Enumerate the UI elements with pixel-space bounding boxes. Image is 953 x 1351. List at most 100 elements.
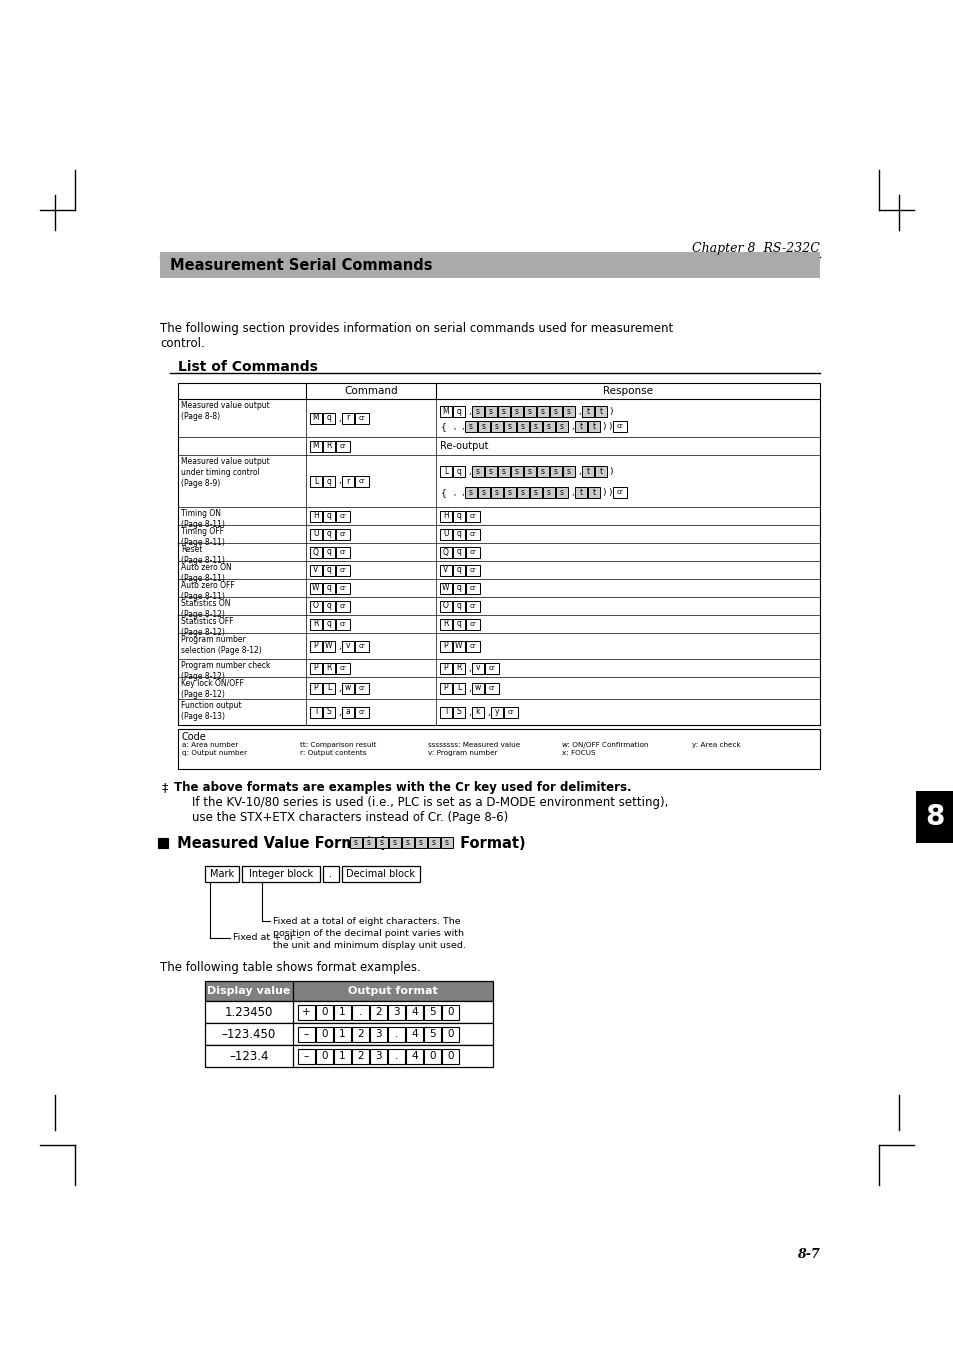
Text: H: H bbox=[313, 512, 318, 520]
Bar bbox=[158, 838, 168, 848]
Bar bbox=[341, 412, 354, 423]
Bar bbox=[595, 405, 606, 416]
Text: cr: cr bbox=[488, 665, 495, 671]
Text: s: s bbox=[367, 838, 371, 847]
Bar bbox=[439, 565, 452, 576]
Text: O: O bbox=[313, 601, 318, 611]
Text: 0: 0 bbox=[321, 1029, 328, 1039]
Text: q: q bbox=[326, 477, 331, 485]
Text: 8: 8 bbox=[924, 802, 943, 831]
Text: Decimal block: Decimal block bbox=[346, 869, 416, 880]
Text: Re-output: Re-output bbox=[439, 440, 488, 451]
Bar bbox=[423, 1005, 440, 1020]
Text: s: s bbox=[554, 407, 558, 416]
Bar bbox=[465, 565, 479, 576]
Text: 8-7: 8-7 bbox=[797, 1248, 820, 1260]
Text: s: s bbox=[476, 407, 479, 416]
Text: ,: , bbox=[337, 708, 340, 716]
Text: s: s bbox=[481, 488, 485, 497]
Text: –123.450: –123.450 bbox=[222, 1028, 275, 1040]
Text: s: s bbox=[546, 488, 551, 497]
Text: t: t bbox=[578, 488, 582, 497]
Text: –: – bbox=[304, 1051, 309, 1061]
Text: a: a bbox=[345, 708, 350, 716]
Text: q: q bbox=[326, 584, 331, 593]
Text: tt: Comparison result
r: Output contents: tt: Comparison result r: Output contents bbox=[299, 742, 376, 757]
Bar bbox=[453, 707, 464, 717]
Text: The following section provides information on serial commands used for measureme: The following section provides informati… bbox=[160, 322, 673, 350]
Text: Timing ON
(Page 8-11): Timing ON (Page 8-11) bbox=[181, 509, 225, 530]
Bar bbox=[497, 405, 510, 416]
Text: s: s bbox=[559, 488, 563, 497]
Text: q: q bbox=[456, 530, 461, 539]
Text: Auto zero ON
(Page 8-11): Auto zero ON (Page 8-11) bbox=[181, 563, 232, 584]
Bar bbox=[441, 1027, 458, 1042]
Bar bbox=[310, 476, 322, 486]
Text: W: W bbox=[442, 584, 449, 593]
Bar bbox=[530, 422, 541, 432]
Bar bbox=[439, 405, 452, 416]
Bar bbox=[178, 659, 820, 677]
Text: R: R bbox=[313, 620, 318, 628]
Text: +: + bbox=[302, 1006, 311, 1017]
Bar bbox=[453, 405, 464, 416]
Text: cr: cr bbox=[358, 415, 365, 422]
Bar bbox=[205, 866, 239, 882]
Text: 0: 0 bbox=[447, 1006, 454, 1017]
Bar bbox=[472, 707, 483, 717]
Text: t: t bbox=[578, 422, 582, 431]
Text: ,: , bbox=[468, 407, 470, 416]
Bar bbox=[415, 838, 427, 848]
Bar bbox=[323, 600, 335, 612]
Text: S: S bbox=[326, 708, 331, 716]
Text: ,: , bbox=[571, 422, 573, 431]
Bar bbox=[352, 1048, 369, 1063]
Bar bbox=[587, 422, 599, 432]
Text: t: t bbox=[598, 467, 602, 476]
Bar bbox=[388, 1027, 405, 1042]
Text: 1: 1 bbox=[339, 1006, 345, 1017]
Text: s: s bbox=[481, 422, 485, 431]
Text: ): ) bbox=[607, 422, 611, 431]
Bar bbox=[323, 511, 335, 521]
Bar bbox=[315, 1005, 333, 1020]
Text: L: L bbox=[327, 684, 331, 693]
Bar bbox=[334, 1048, 351, 1063]
Text: k: k bbox=[476, 708, 479, 716]
Bar bbox=[178, 507, 820, 526]
Bar bbox=[323, 476, 335, 486]
Bar bbox=[465, 640, 479, 651]
Text: s: s bbox=[559, 422, 563, 431]
Text: s: s bbox=[534, 488, 537, 497]
Bar bbox=[453, 565, 464, 576]
Text: s: s bbox=[469, 488, 473, 497]
Text: s: s bbox=[554, 467, 558, 476]
Text: 5: 5 bbox=[429, 1006, 436, 1017]
Text: cr: cr bbox=[339, 513, 346, 519]
Bar bbox=[310, 640, 322, 651]
Text: cr: cr bbox=[507, 709, 514, 715]
Bar bbox=[472, 466, 483, 477]
Text: ,: , bbox=[337, 684, 340, 693]
Text: R: R bbox=[326, 442, 332, 450]
Bar bbox=[439, 619, 452, 630]
Text: Statistics OFF
(Page 8-12): Statistics OFF (Page 8-12) bbox=[181, 617, 233, 638]
Bar bbox=[464, 486, 476, 499]
Text: .: . bbox=[395, 1051, 397, 1061]
Text: The above formats are examples with the Cr key used for delimiters.: The above formats are examples with the … bbox=[173, 781, 631, 794]
Bar bbox=[537, 405, 548, 416]
Text: s: s bbox=[507, 422, 512, 431]
Bar bbox=[453, 466, 464, 477]
Text: Display value: Display value bbox=[207, 986, 291, 996]
Text: cr: cr bbox=[358, 709, 365, 715]
Text: 0: 0 bbox=[429, 1051, 436, 1061]
Bar bbox=[556, 486, 567, 499]
Text: Q: Q bbox=[313, 547, 318, 557]
Bar bbox=[310, 619, 322, 630]
Text: 3: 3 bbox=[375, 1051, 381, 1061]
Text: Key lock ON/OFF
(Page 8-12): Key lock ON/OFF (Page 8-12) bbox=[181, 680, 244, 698]
Text: Reset
(Page 8-11): Reset (Page 8-11) bbox=[181, 544, 225, 565]
Text: s: s bbox=[432, 838, 436, 847]
Text: O: O bbox=[442, 601, 449, 611]
Text: w: w bbox=[475, 684, 480, 693]
